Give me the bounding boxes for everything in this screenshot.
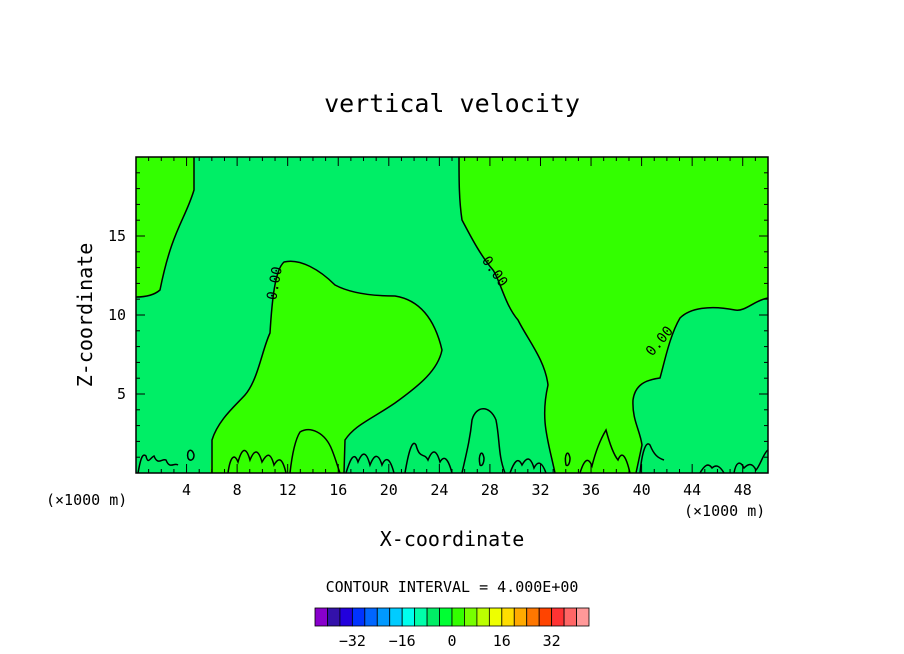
colorbar-tick-label: 0 xyxy=(447,632,456,650)
contour-label-left: 0.00 xyxy=(264,265,286,301)
zero-contour-wiggle-b xyxy=(345,453,395,474)
x-tick-label: 20 xyxy=(380,481,398,499)
x-axis-label: X-coordinate xyxy=(380,527,525,551)
contour-interval-label: CONTOUR INTERVAL = 4.000E+00 xyxy=(326,578,579,596)
colorbar-swatch xyxy=(426,607,440,627)
colorbar-swatch xyxy=(314,607,328,627)
colorbar-swatch xyxy=(414,607,428,627)
positive-region-bottom-right xyxy=(632,298,768,473)
colorbar-swatch xyxy=(327,607,341,627)
y-tick-label: 5 xyxy=(117,385,126,403)
positive-region-right xyxy=(459,157,768,473)
x-tick-label: 36 xyxy=(582,481,600,499)
zero-contour-wiggle-c xyxy=(404,442,453,474)
axis-ticks xyxy=(136,157,768,473)
zero-contour-wiggle-f xyxy=(639,443,665,474)
x-tick-label: 4 xyxy=(182,481,191,499)
colorbar-swatch xyxy=(488,607,503,627)
zero-contour-right xyxy=(458,156,556,474)
colorbar xyxy=(314,607,590,627)
x-tick-label: 24 xyxy=(430,481,448,499)
positive-region-top-left xyxy=(136,157,194,297)
y-tick-label: 10 xyxy=(108,306,126,324)
zero-contour-wiggle-a xyxy=(227,449,287,474)
colorbar-tick-labels: −32 −16 0 16 32 xyxy=(339,632,561,650)
colorbar-tick-label: −32 xyxy=(339,632,366,650)
zero-contour-small-3 xyxy=(186,449,195,461)
zero-contour-hill-13 xyxy=(289,429,341,474)
colorbar-swatch xyxy=(538,607,553,627)
colorbar-swatch xyxy=(339,607,353,627)
zero-contour-small-1 xyxy=(478,452,485,467)
colorbar-swatch xyxy=(451,607,465,627)
colorbar-tick-label: −16 xyxy=(389,632,416,650)
x-tick-label: 28 xyxy=(481,481,499,499)
contour-lines xyxy=(135,156,769,474)
colorbar-swatch xyxy=(563,607,577,627)
chart-title: vertical velocity xyxy=(324,89,580,118)
colorbar-swatch xyxy=(376,607,391,627)
colorbar-tick-label: 16 xyxy=(493,632,511,650)
x-axis-unit-right: (×1000 m) xyxy=(684,502,765,520)
zero-contour-hill-28 xyxy=(461,408,506,474)
colorbar-swatch xyxy=(576,607,590,627)
plot-area: 0.00 0.00 0.00 xyxy=(135,156,769,474)
x-axis-unit-left: (×1000 m) xyxy=(46,491,127,509)
colorbar-swatch xyxy=(551,607,565,627)
zero-contour-wiggle-left xyxy=(137,454,179,474)
positive-region-center-left xyxy=(210,261,442,473)
zero-contour-left xyxy=(135,157,195,298)
zero-contour-wiggle-d xyxy=(509,458,547,474)
zero-contour-small-2 xyxy=(564,452,571,467)
colorbar-swatch xyxy=(464,607,478,627)
colorbar-swatch xyxy=(351,607,366,627)
y-axis-label: Z-coordinate xyxy=(73,243,97,388)
zero-contour-wiggle-e xyxy=(579,428,631,474)
x-tick-label: 44 xyxy=(683,481,701,499)
x-tick-label: 12 xyxy=(279,481,297,499)
zero-contour-far-right xyxy=(632,297,769,474)
x-tick-label: 40 xyxy=(633,481,651,499)
colorbar-swatch xyxy=(439,607,453,627)
x-tick-label: 16 xyxy=(329,481,347,499)
x-tick-label: 8 xyxy=(233,481,242,499)
colorbar-swatch xyxy=(389,607,403,627)
colorbar-swatch xyxy=(501,607,515,627)
x-tick-label: 48 xyxy=(734,481,752,499)
colorbar-tick-label: 32 xyxy=(543,632,561,650)
x-tick-label: 32 xyxy=(531,481,549,499)
colorbar-swatch xyxy=(513,607,528,627)
colorbar-swatch xyxy=(364,607,378,627)
y-tick-label: 15 xyxy=(108,227,126,245)
x-tick-labels: 4 8 12 16 20 24 28 32 36 40 44 48 xyxy=(182,481,752,499)
colorbar-swatch xyxy=(401,607,416,627)
zero-contour-center xyxy=(211,260,443,474)
colorbar-swatch xyxy=(476,607,490,627)
y-tick-labels: 5 10 15 xyxy=(108,227,126,403)
colorbar-swatch xyxy=(526,607,540,627)
zero-contour-wiggle-g xyxy=(699,449,769,474)
